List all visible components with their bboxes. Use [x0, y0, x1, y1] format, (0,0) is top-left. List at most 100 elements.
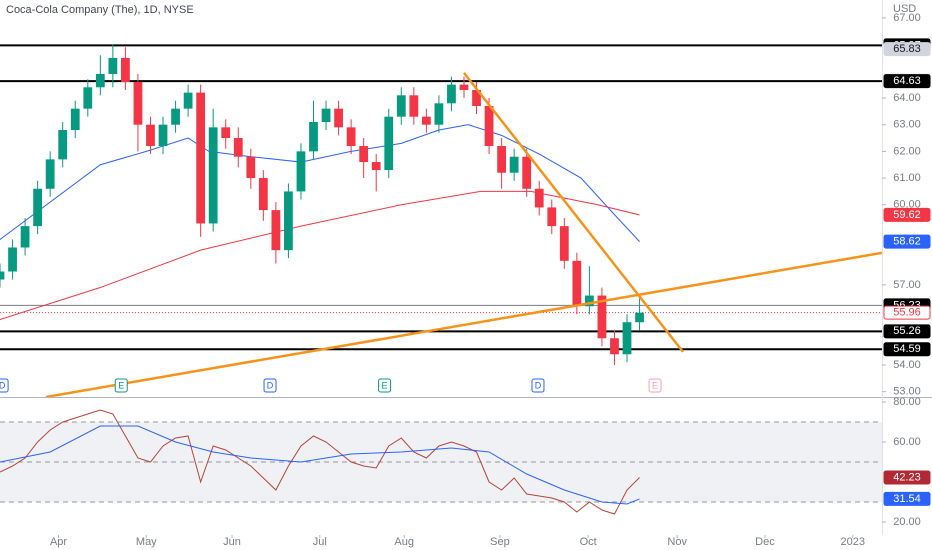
moving-average [0, 124, 640, 242]
candle-body [196, 92, 206, 224]
price-badge [883, 470, 931, 485]
candle-body [585, 295, 594, 307]
candle-body [183, 92, 193, 109]
candle-body [497, 146, 507, 173]
price-badge-label: 58.62 [893, 236, 921, 248]
candle-body [171, 108, 180, 125]
price-badge [883, 305, 931, 320]
event-marker [0, 378, 9, 393]
price-badge [883, 342, 931, 357]
x-tick-label: Apr [50, 536, 67, 548]
x-tick-label: Nov [667, 536, 687, 548]
candle-body [509, 156, 519, 173]
event-label: D [535, 380, 542, 390]
y-tick-label: 64.00 [893, 92, 921, 104]
candle-body [484, 105, 494, 147]
price-badge [883, 42, 931, 57]
trend-line [463, 72, 685, 353]
y-tick-label: 57.00 [893, 279, 921, 291]
moving-average [0, 190, 640, 321]
y-tick-label: 63.00 [893, 119, 921, 131]
candle-body [597, 295, 607, 339]
candle-body [534, 188, 544, 208]
series-line [0, 425, 640, 505]
candle-body [0, 271, 5, 280]
price-badge [883, 234, 931, 249]
candle-body [434, 103, 444, 125]
y-tick-label: 67.00 [893, 12, 921, 24]
x-tick-label: 2023 [840, 536, 864, 548]
candle-body [547, 207, 557, 227]
candle-body [133, 81, 143, 125]
candle-body [346, 127, 356, 147]
x-tick-label: Sep [490, 536, 510, 548]
x-tick-label: Jul [313, 536, 327, 548]
candle-body [472, 89, 481, 106]
candle-body [95, 73, 105, 88]
price-badge-label: 31.54 [893, 493, 921, 505]
price-badge-label: 55.96 [893, 307, 921, 319]
candle-body [610, 338, 619, 355]
candle-body [296, 151, 306, 192]
price-badge-label: 42.23 [893, 471, 921, 483]
event-label: E [652, 380, 658, 390]
y-tick-label: 53.00 [893, 386, 921, 398]
trend-line [45, 251, 882, 397]
y-tick-label: 20.00 [893, 516, 921, 528]
candle-body [396, 95, 406, 117]
candle-body [146, 124, 155, 147]
x-tick-label: Oct [580, 536, 597, 548]
y-tick-label: 80.00 [893, 396, 921, 408]
series-line [0, 409, 640, 515]
candle-body [246, 156, 256, 179]
price-badge [883, 74, 931, 89]
candle-body [8, 247, 17, 272]
price-badge [883, 207, 931, 222]
event-label: E [118, 380, 124, 390]
event-label: E [382, 380, 388, 390]
candle-body [309, 122, 318, 152]
candle-body [158, 124, 168, 147]
price-badge-label: 65.83 [893, 43, 921, 55]
candle-body [121, 57, 130, 82]
candle-body [384, 116, 394, 171]
event-marker [263, 378, 277, 393]
candle-body [58, 130, 68, 160]
x-tick-label: Dec [755, 536, 775, 548]
candle-body [522, 156, 532, 189]
candle-body [258, 178, 268, 211]
candle-body [284, 191, 293, 251]
candle-body [233, 138, 243, 157]
currency-label: USD [893, 3, 916, 15]
x-tick-label: Aug [394, 536, 414, 548]
event-marker [378, 378, 392, 393]
y-tick-label: 54.00 [893, 359, 921, 371]
y-tick-label: 61.00 [893, 172, 921, 184]
y-tick-label: 62.00 [893, 145, 921, 157]
candle-body [33, 188, 43, 227]
candle-body [20, 226, 30, 248]
event-marker [531, 378, 545, 393]
chart-title: Coca-Cola Company (The), 1D, NYSE [6, 4, 194, 16]
candle-body [421, 116, 431, 125]
y-tick-label: 60.00 [893, 436, 921, 448]
candle-body [572, 260, 582, 307]
candle-body [321, 108, 331, 123]
price-badge [883, 491, 931, 506]
y-tick-label: 60.00 [893, 199, 921, 211]
x-tick-label: May [136, 536, 157, 548]
candle-body [459, 84, 469, 90]
price-badge-label: 54.59 [893, 343, 921, 355]
candle-body [409, 95, 419, 117]
candle-body [208, 127, 218, 224]
candle-body [635, 312, 644, 323]
event-label: D [0, 380, 6, 390]
event-marker [114, 378, 128, 393]
candle-body [70, 108, 80, 131]
candle-body [221, 127, 231, 139]
x-tick-label: Jun [223, 536, 241, 548]
candle-body [45, 159, 55, 189]
pane [0, 409, 882, 515]
candle-body [371, 162, 381, 171]
candle-body [83, 87, 93, 109]
